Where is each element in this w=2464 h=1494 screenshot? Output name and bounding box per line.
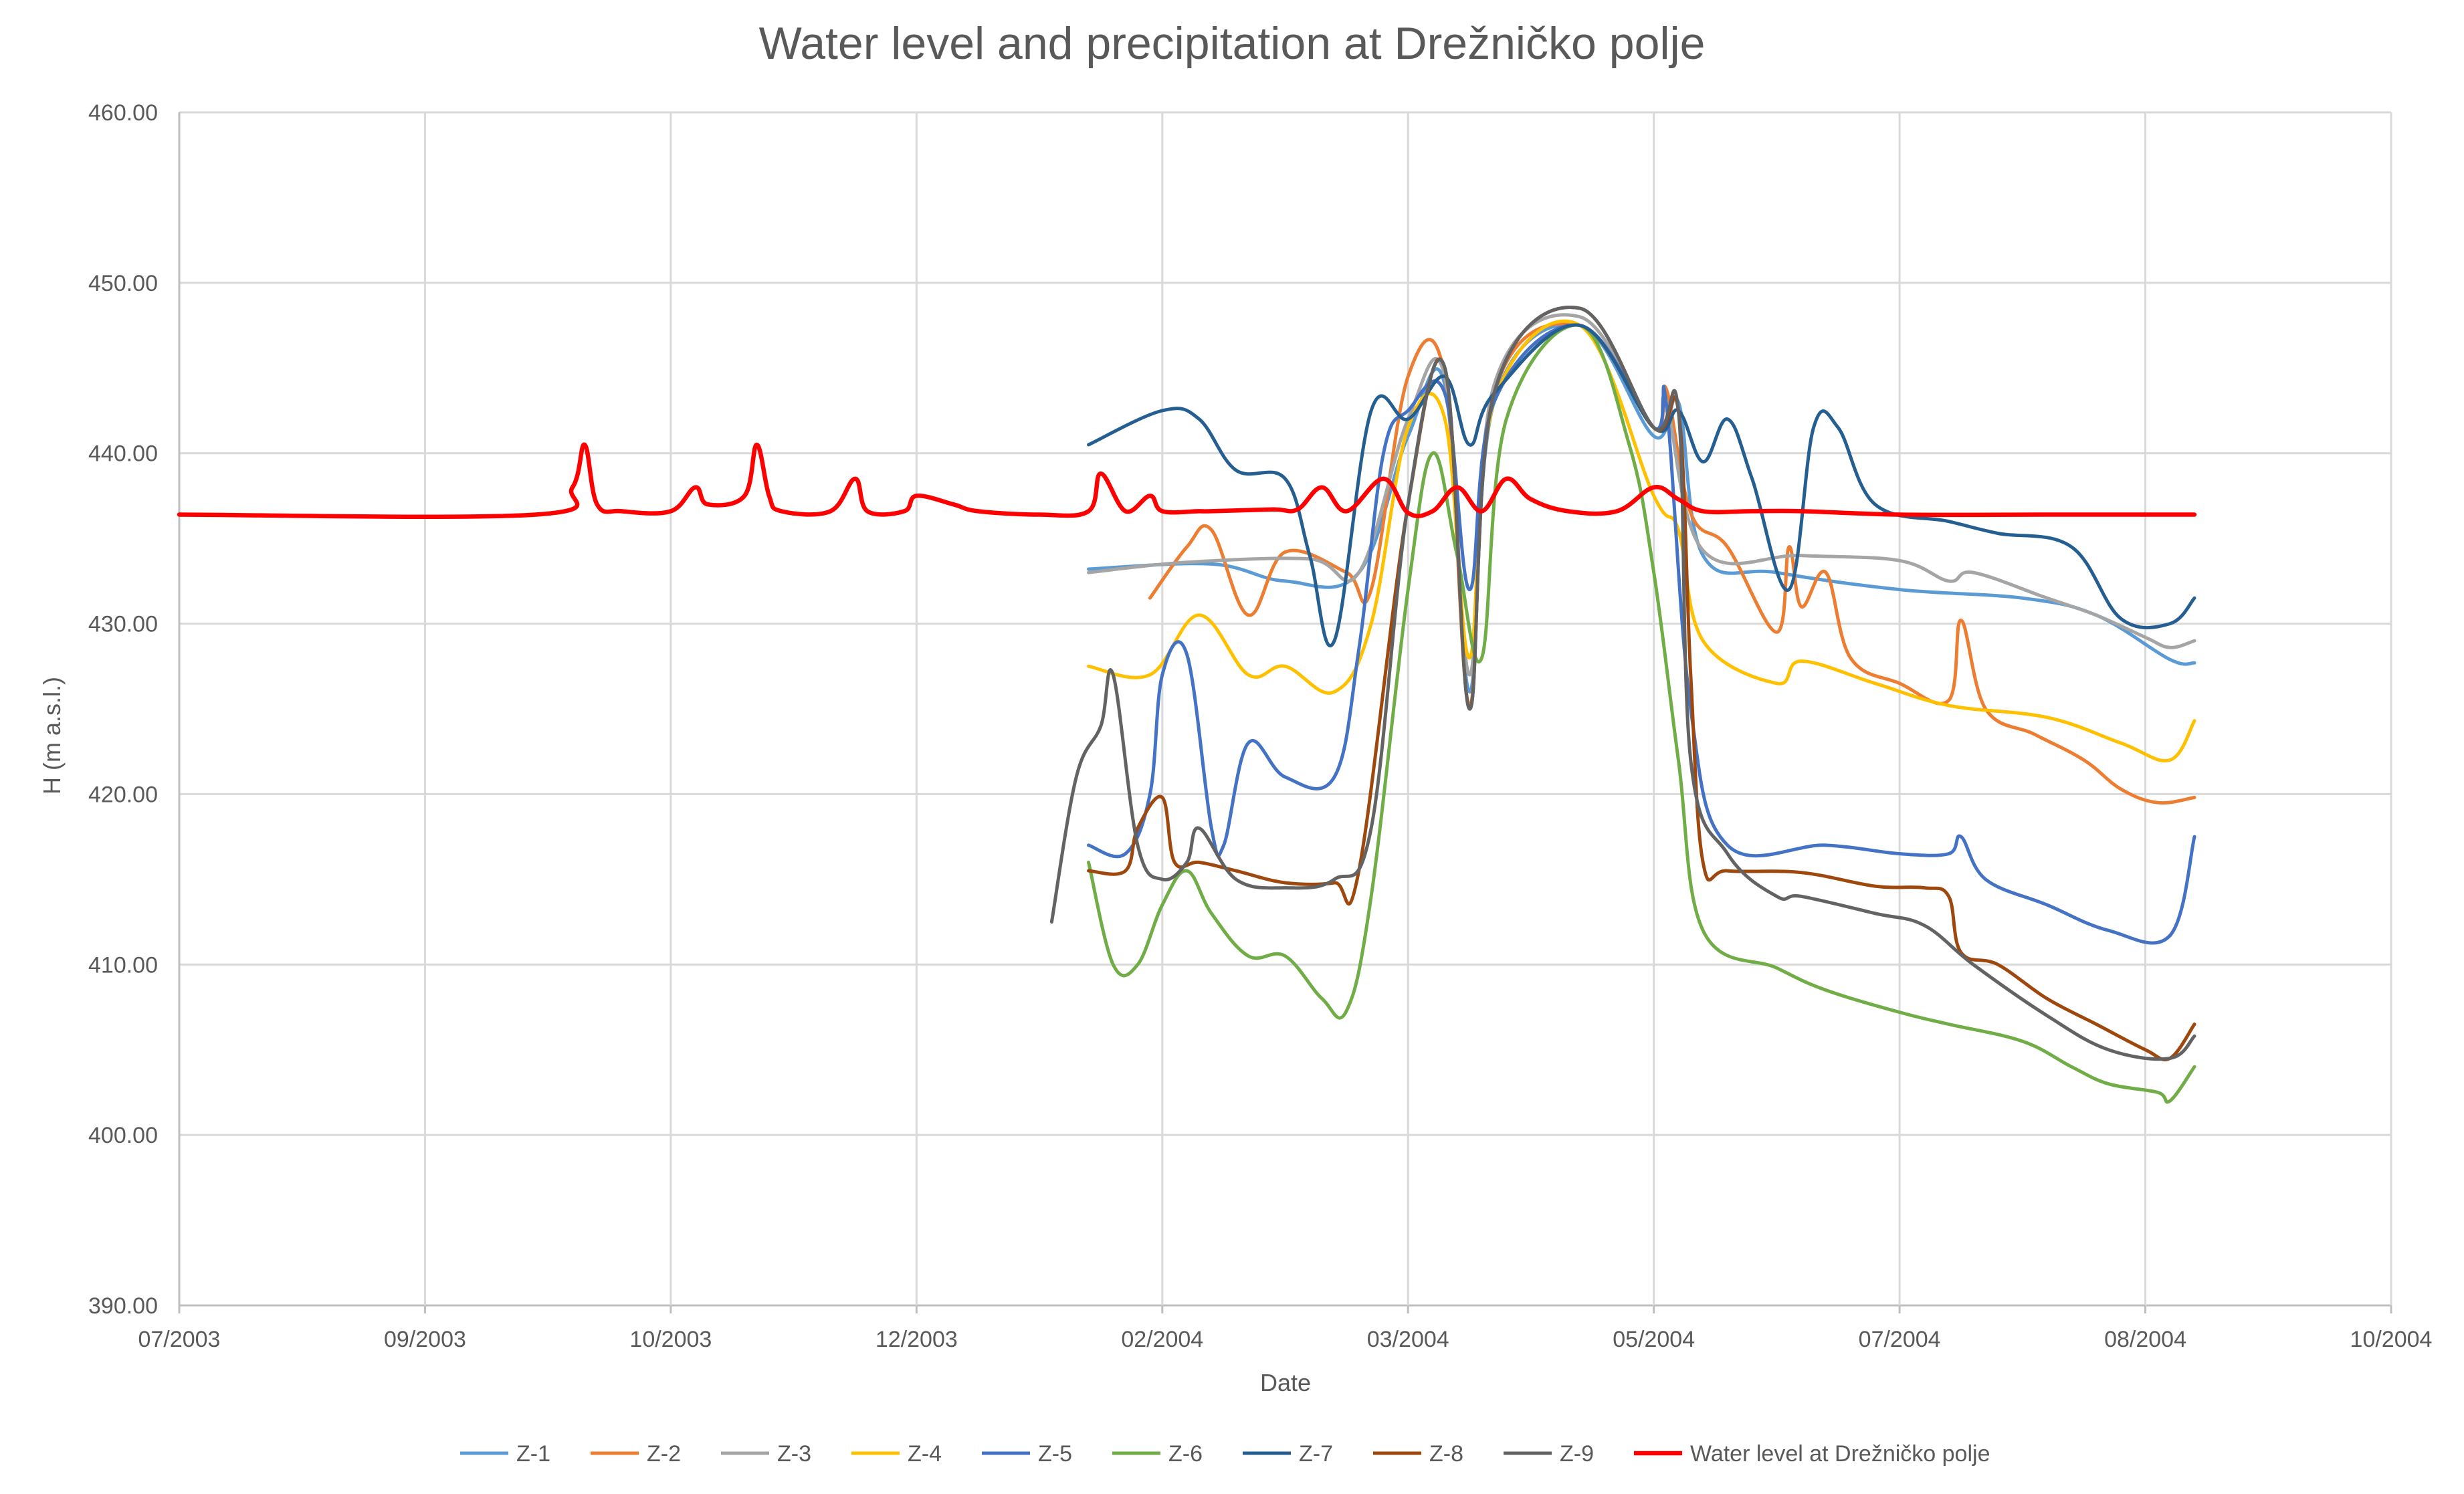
legend-label: Z-6 xyxy=(1168,1441,1203,1467)
series-line-water-level-at-dre-ni-ko-polje xyxy=(177,442,2197,519)
y-tick-label: 390.00 xyxy=(88,1293,158,1319)
y-tick-label: 400.00 xyxy=(88,1123,158,1148)
legend-label: Z-2 xyxy=(647,1441,681,1467)
legend-item-z-5: Z-5 xyxy=(982,1441,1072,1467)
chart-title: Water level and precipitation at Drežnič… xyxy=(759,18,1706,69)
legend-item-z-2: Z-2 xyxy=(591,1441,681,1467)
y-axis-label: H (m a.s.l.) xyxy=(38,677,66,794)
legend-label: Z-3 xyxy=(777,1441,811,1467)
legend-item-z-8: Z-8 xyxy=(1373,1441,1463,1467)
legend-item-z-4: Z-4 xyxy=(851,1441,942,1467)
legend-item-z-7: Z-7 xyxy=(1243,1441,1333,1467)
x-tick-label: 03/2004 xyxy=(1367,1327,1449,1352)
series-line-z-9 xyxy=(1049,306,2196,1061)
x-tick-label: 05/2004 xyxy=(1613,1327,1695,1352)
y-tick-label: 450.00 xyxy=(88,271,158,296)
legend-label: Z-9 xyxy=(1560,1441,1594,1467)
axes: 390.00 400.00 410.00 420.00 430.00 440.00 450.… xyxy=(88,100,2432,1352)
legend-item-z-3: Z-3 xyxy=(721,1441,811,1467)
legend-item-z-9: Z-9 xyxy=(1504,1441,1594,1467)
y-tick-label: 460.00 xyxy=(88,100,158,126)
series-line-z-4 xyxy=(1087,319,2196,763)
x-tick-label: 09/2003 xyxy=(384,1327,466,1352)
legend-label: Z-8 xyxy=(1429,1441,1463,1467)
legend-label: Z-1 xyxy=(516,1441,550,1467)
series-line-z-5 xyxy=(1087,323,2196,945)
x-tick-label: 07/2004 xyxy=(1859,1327,1941,1352)
legend-item-z-1: Z-1 xyxy=(460,1441,550,1467)
legend-item-water-level-at-dre-ni-ko-polje: Water level at Drežničko polje xyxy=(1634,1441,1990,1467)
legend-item-z-6: Z-6 xyxy=(1112,1441,1203,1467)
series-lines xyxy=(177,306,2197,1104)
x-tick-label: 10/2003 xyxy=(629,1327,712,1352)
x-tick-label: 08/2004 xyxy=(2104,1327,2186,1352)
x-tick-label: 02/2004 xyxy=(1121,1327,1203,1352)
legend: Z-1 Z-2 Z-3 Z-4 Z-5 Z-6 Z-7 Z-8 Z-9 Water level a… xyxy=(460,1441,1990,1467)
y-tick-label: 410.00 xyxy=(88,952,158,978)
y-tick-label: 430.00 xyxy=(88,612,158,637)
legend-label: Z-4 xyxy=(908,1441,942,1467)
legend-label: Z-5 xyxy=(1038,1441,1072,1467)
x-tick-label: 10/2004 xyxy=(2350,1327,2433,1352)
y-tick-label: 420.00 xyxy=(88,782,158,807)
x-axis-label: Date xyxy=(1260,1369,1311,1396)
series-line-z-6 xyxy=(1087,323,2196,1104)
x-tick-label: 07/2003 xyxy=(138,1327,221,1352)
legend-label: Water level at Drežničko polje xyxy=(1690,1441,1990,1467)
x-tick-label: 12/2003 xyxy=(876,1327,958,1352)
legend-label: Z-7 xyxy=(1299,1441,1333,1467)
gridlines xyxy=(178,111,2392,1307)
y-tick-label: 440.00 xyxy=(88,441,158,467)
